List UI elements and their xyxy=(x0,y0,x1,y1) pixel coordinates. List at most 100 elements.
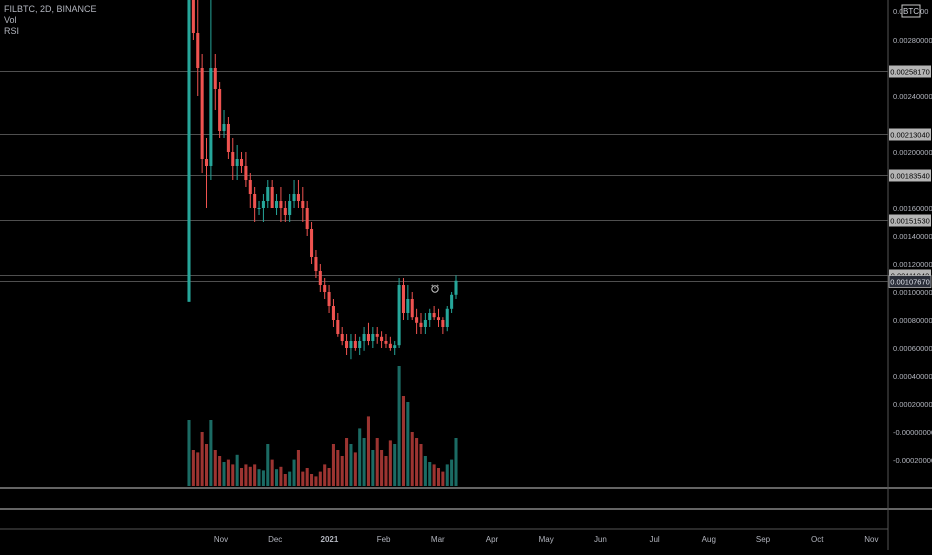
time-tick-label: Mar xyxy=(431,535,445,544)
price-axis[interactable]: 0.00280000 0.00240000 0.00200000 0.00160000… xyxy=(887,0,932,550)
price-tick-label: 0.00040000 xyxy=(893,372,932,381)
volume-bar xyxy=(450,459,454,486)
candle-body xyxy=(235,159,239,166)
volume-bar xyxy=(191,450,195,486)
candle-body xyxy=(441,320,445,327)
candle-body xyxy=(204,159,209,166)
candle-body xyxy=(345,341,349,348)
time-axis-ticks: Nov Dec 2021 Feb Mar Apr May Jun Jul Aug Sep Oct Nov xyxy=(214,535,879,544)
candle-body xyxy=(393,345,397,348)
volume-indicator-label[interactable]: Vol xyxy=(4,15,17,25)
price-level-box xyxy=(888,275,932,288)
volume-bar xyxy=(209,420,213,486)
volume-bar xyxy=(235,454,239,486)
price-level-label: 0.00151530 xyxy=(890,217,930,226)
volume-bar xyxy=(314,476,318,486)
time-tick-label: Sep xyxy=(756,535,771,544)
candle-body xyxy=(450,294,454,309)
volume-bar xyxy=(371,450,375,486)
price-tick-label: 0.00080000 xyxy=(893,316,932,325)
volume-bar xyxy=(345,438,349,486)
candle-body xyxy=(410,299,414,318)
volume-bar xyxy=(419,444,423,486)
candle-body xyxy=(327,292,331,306)
volume-bar xyxy=(288,471,292,486)
time-tick-label: May xyxy=(539,535,554,544)
candle-body xyxy=(266,187,270,201)
candle-body xyxy=(191,0,195,33)
candle-body xyxy=(388,343,392,348)
candle-body xyxy=(371,334,375,341)
volume-bar xyxy=(445,464,449,486)
volume-bar xyxy=(349,444,353,486)
currency-label: BTC xyxy=(903,7,919,16)
candle-body xyxy=(318,271,322,285)
volume-bar xyxy=(415,438,419,486)
time-axis[interactable]: Nov Dec 2021 Feb Mar Apr May Jun Jul Aug Sep Oct Nov xyxy=(0,528,888,544)
volume-bars xyxy=(187,366,458,486)
alarm-clock-icon[interactable] xyxy=(431,284,439,293)
volume-bar xyxy=(428,462,432,486)
candle-body xyxy=(366,334,370,341)
volume-bar xyxy=(441,471,445,486)
candle-body xyxy=(305,208,309,229)
volume-bar xyxy=(362,438,366,486)
volume-bar xyxy=(432,464,436,486)
candle-body xyxy=(253,194,257,208)
candle-body xyxy=(196,33,200,68)
alarm-clock-face xyxy=(431,285,439,293)
candle-body xyxy=(336,320,340,334)
candle-body xyxy=(218,89,222,131)
time-tick-label: Nov xyxy=(864,535,878,544)
volume-bar xyxy=(296,450,300,486)
candle-body xyxy=(397,285,401,346)
volume-bar xyxy=(222,462,226,486)
horizontal-levels xyxy=(0,71,888,282)
candle-body xyxy=(353,341,357,348)
volume-bar xyxy=(270,459,274,486)
currency-badge[interactable]: BTC xyxy=(901,4,921,18)
candle-body xyxy=(187,0,191,302)
volume-bar xyxy=(200,432,204,486)
candle-body xyxy=(279,201,283,208)
volume-bar xyxy=(187,420,191,486)
candle-body xyxy=(231,152,235,166)
candle-body xyxy=(380,336,384,341)
candle-body xyxy=(445,308,449,327)
chart-legend: FILBTC, 2D, BINANCE Vol RSI xyxy=(4,4,97,37)
candle-body xyxy=(213,68,217,89)
candle-body xyxy=(323,285,327,292)
price-level-label: 0.00107670 xyxy=(890,278,930,287)
volume-bar xyxy=(388,440,392,486)
time-tick-label: Jul xyxy=(649,535,659,544)
price-level-box xyxy=(889,214,931,227)
candle-body xyxy=(310,229,314,257)
volume-bar xyxy=(301,471,305,486)
price-tick-label: 0.00020000 xyxy=(893,400,932,409)
candle-body xyxy=(331,306,335,320)
volume-bar xyxy=(393,444,397,486)
volume-bar xyxy=(257,469,261,486)
rsi-indicator-label[interactable]: RSI xyxy=(4,26,20,36)
time-tick-label: Oct xyxy=(811,535,824,544)
candle-body xyxy=(401,285,406,313)
candle-body xyxy=(340,334,344,341)
price-tick-label: -0.00020000 xyxy=(893,456,932,465)
volume-bar xyxy=(410,432,414,486)
candle-body xyxy=(419,322,423,327)
volume-bar xyxy=(248,466,252,486)
price-level-box xyxy=(889,128,931,141)
time-tick-label: Jun xyxy=(594,535,607,544)
volume-bar xyxy=(384,456,388,486)
time-tick-label: 2021 xyxy=(321,535,339,544)
candle-body xyxy=(257,208,261,209)
price-tick-label: 0.00200000 xyxy=(893,148,932,157)
volume-bar xyxy=(327,468,331,486)
candle-body xyxy=(436,317,441,320)
candle-body xyxy=(423,320,427,327)
symbol-title[interactable]: FILBTC, 2D, BINANCE xyxy=(4,4,97,14)
price-tick-label: 0.00280000 xyxy=(893,36,932,45)
candle-body xyxy=(432,313,436,318)
